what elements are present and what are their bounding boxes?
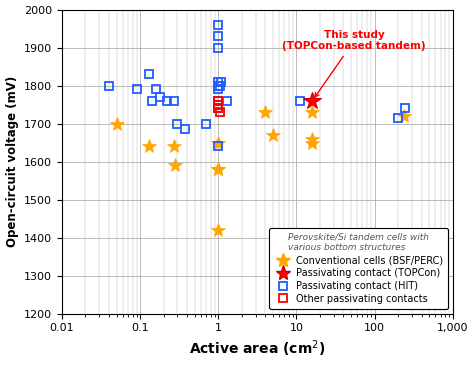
Text: This study
(TOPCon-based tandem): This study (TOPCon-based tandem) <box>283 30 426 97</box>
Legend: Conventional cells (BSF/PERC), Passivating contact (TOPCon), Passivating contact: Conventional cells (BSF/PERC), Passivati… <box>269 228 448 309</box>
X-axis label: Active area (cm$^2$): Active area (cm$^2$) <box>189 339 326 360</box>
Y-axis label: Open-circuit voltage (mV): Open-circuit voltage (mV) <box>6 76 18 247</box>
